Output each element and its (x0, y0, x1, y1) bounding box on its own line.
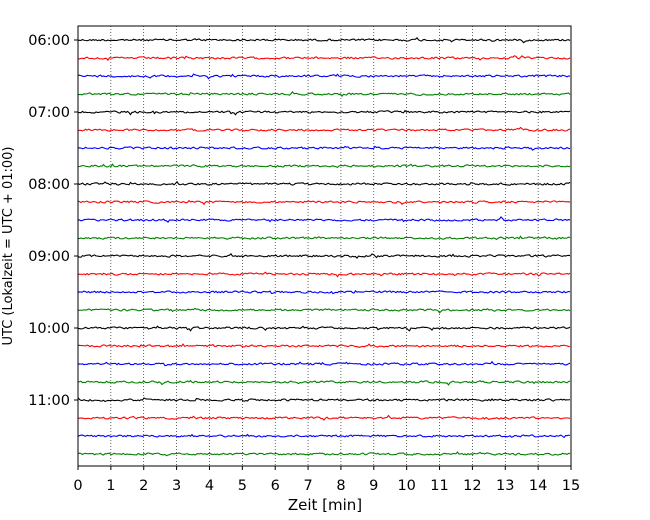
y-tick-label: 07:00 (28, 105, 70, 121)
trace-0900 (77, 252, 571, 260)
plot-frame (77, 25, 572, 467)
trace-1130 (77, 433, 571, 439)
trace-1030 (77, 360, 571, 367)
x-tick-label: 11 (430, 478, 448, 494)
trace-0930 (77, 290, 571, 295)
trace-1000 (77, 325, 571, 332)
x-tick-label: 12 (463, 478, 481, 494)
trace-1100 (77, 397, 571, 403)
x-tick-label: 3 (172, 478, 181, 494)
trace-0600 (77, 36, 571, 44)
x-tick-label: 13 (496, 478, 514, 494)
x-axis-label: Zeit [min] (288, 496, 362, 514)
trace-0915 (77, 271, 571, 278)
y-tick-label: 11:00 (28, 393, 70, 409)
x-tick-label: 10 (397, 478, 415, 494)
trace-0745 (77, 163, 571, 168)
y-tick-label: 10:00 (28, 321, 70, 337)
trace-0615 (77, 55, 571, 62)
x-tick-label: 5 (238, 478, 247, 494)
x-axis-ticks: 0 1 2 3 4 5 6 7 8 9 10 11 12 13 14 15 (73, 466, 580, 494)
trace-0630 (77, 73, 571, 80)
x-tick-label: 15 (562, 478, 580, 494)
y-axis-ticks: 06:00 07:00 08:00 09:00 10:00 11:00 (28, 33, 78, 409)
x-tick-label: 0 (73, 478, 82, 494)
trace-0845 (77, 235, 571, 241)
y-tick-label: 09:00 (28, 249, 70, 265)
trace-0815 (77, 199, 571, 206)
x-tick-label: 14 (529, 478, 547, 494)
x-tick-label: 2 (139, 478, 148, 494)
x-tick-label: 9 (369, 478, 378, 494)
trace-1045 (77, 379, 571, 386)
trace-1115 (77, 414, 571, 421)
trace-1015 (77, 343, 571, 348)
seismic-traces (77, 36, 571, 457)
trace-0730 (77, 145, 571, 151)
x-tick-label: 8 (336, 478, 345, 494)
x-tick-label: 7 (303, 478, 312, 494)
trace-0645 (77, 90, 571, 98)
trace-0830 (77, 216, 571, 223)
trace-0945 (77, 307, 571, 314)
trace-0700 (77, 109, 571, 116)
trace-1145 (77, 451, 571, 457)
vertical-grid (110, 26, 539, 466)
trace-0800 (77, 180, 571, 186)
y-axis-label: UTC (Lokalzeit = UTC + 01:00) (1, 147, 16, 346)
y-tick-label: 06:00 (28, 33, 70, 49)
x-tick-label: 1 (106, 478, 115, 494)
trace-0715 (77, 126, 571, 132)
x-tick-label: 4 (205, 478, 214, 494)
y-tick-label: 08:00 (28, 177, 70, 193)
x-tick-label: 6 (271, 478, 280, 494)
